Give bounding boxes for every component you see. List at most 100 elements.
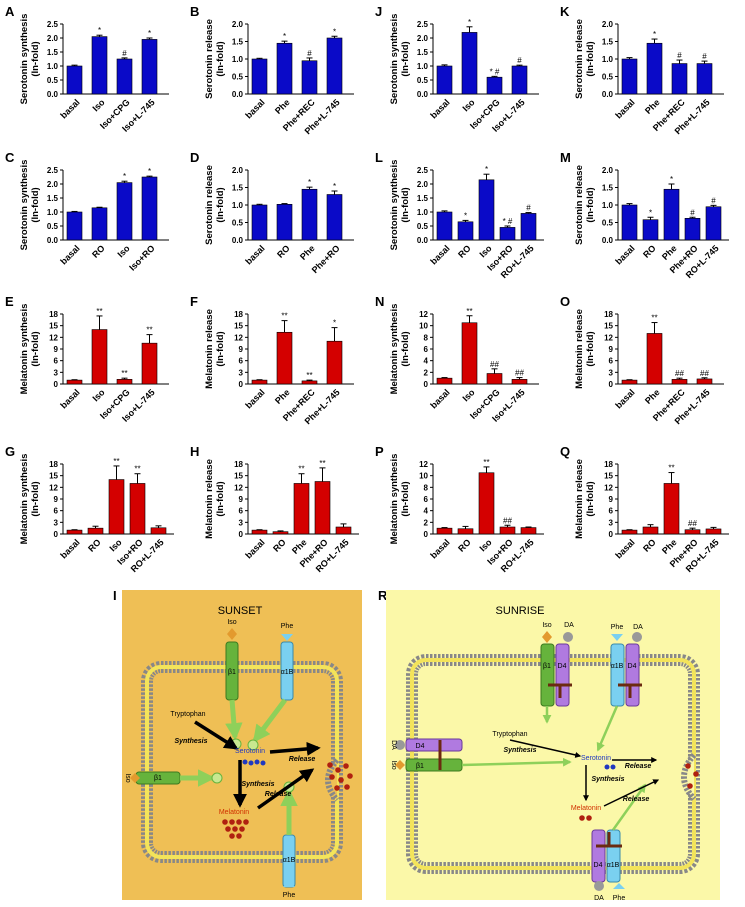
diagram-rect [540,643,555,707]
diagram-line [225,699,243,741]
bar [276,204,293,241]
bar [461,322,478,385]
diagram-circle [236,833,242,839]
panel-letter: K [560,4,570,19]
x-tick-label: Phe [273,387,292,406]
bar [436,527,453,535]
diagram-circle [594,881,604,891]
bar [116,379,133,385]
panel-letter: M [560,150,571,165]
diagram-label: D4 [558,663,567,670]
bar [671,63,688,95]
bar [621,379,638,385]
diagram-circle [247,739,259,751]
diagram-label: α1B [611,663,624,670]
y-tick-label: 12 [49,333,58,342]
y-tick-label: 6 [54,357,59,366]
diagram-circle [343,763,349,769]
y-tick-label: 0.0 [47,236,59,245]
panel-letter: Q [560,444,570,459]
diagram-circle [236,819,242,825]
y-axis-label: (In-fold) [585,41,596,76]
bar [108,479,125,535]
bar [705,528,722,535]
x-tick-label: RO [641,537,658,554]
diagram-rect [625,643,640,707]
x-tick-label: basal [58,97,81,120]
panel-letter: R [378,588,388,603]
significance-label: ** [319,459,325,468]
diagram-polygon [611,634,623,641]
y-tick-label: 2 [424,518,429,527]
diagram-label: Synthesis [591,776,624,783]
significance-label: * [464,211,467,220]
diagram-label: Tryptophan [492,731,527,738]
bar [705,206,722,241]
y-tick-label: 0.5 [47,222,59,231]
diagram-rect [405,738,463,752]
significance-label: ## [515,369,524,378]
diagram-circle [232,826,238,832]
diagram-label: Release [289,756,316,763]
y-tick-label: 9 [609,495,614,504]
diagram-label: Synthesis [174,738,207,745]
y-tick-label: 1.0 [47,62,59,71]
diagram-label: Release [623,796,650,803]
y-tick-label: 0.0 [602,236,614,245]
y-axis-label: (In-fold) [400,481,411,516]
y-tick-label: 0.0 [232,90,244,99]
bar [646,42,663,95]
y-tick-label: 10 [419,472,428,481]
y-tick-label: 6 [609,357,614,366]
y-axis-label: (In-fold) [215,41,226,76]
diagram-label: β1 [228,669,236,676]
bar [116,58,133,95]
bar [66,529,83,535]
x-tick-label: basal [58,387,81,410]
significance-label: * [653,30,656,39]
significance-label: * [468,18,471,27]
y-axis-label: Serotonin synthesis [19,160,30,251]
y-axis-label: Serotonin synthesis [389,160,400,251]
y-tick-label: 0.0 [232,236,244,245]
x-tick-label: basal [243,387,266,410]
significance-label: ** [96,307,102,316]
panel-letter: O [560,294,570,309]
x-tick-label: basal [58,243,81,266]
diagram-polygon [281,634,293,641]
significance-label: # [677,51,682,60]
diagram-label: β1 [416,763,424,770]
significance-label: ## [688,519,697,528]
x-tick-label: RO [271,537,288,554]
y-tick-label: 12 [49,483,58,492]
y-axis-label: Serotonin release [204,165,215,245]
bar [520,213,537,241]
x-tick-label: basal [428,243,451,266]
bar [91,207,108,241]
y-axis-label: (In-fold) [215,331,226,366]
y-tick-label: 1.0 [602,55,614,64]
y-tick-label: 0.5 [417,222,429,231]
y-tick-label: 3 [239,518,244,527]
diagram-circle [211,772,223,784]
bar [499,227,516,241]
diagram-circle [632,632,642,642]
diagram-label: Release [265,791,292,798]
bar [66,379,83,385]
bar [141,176,158,241]
y-axis-label: Serotonin release [204,19,215,99]
y-tick-label: 0 [609,380,614,389]
diagram-label: α1B [607,862,620,869]
bar [511,379,528,385]
y-axis-label: Melatonin synthesis [19,304,30,395]
bar [91,329,108,385]
y-tick-label: 2.5 [417,166,429,175]
significance-label: ** [306,371,312,380]
y-tick-label: 18 [604,310,613,319]
x-tick-label: Iso+RO [127,243,157,273]
y-tick-label: 8 [424,483,429,492]
x-tick-label: Iso [460,387,477,404]
panel-letter: E [5,294,14,309]
y-tick-label: 2.0 [47,180,59,189]
bar [326,37,343,95]
